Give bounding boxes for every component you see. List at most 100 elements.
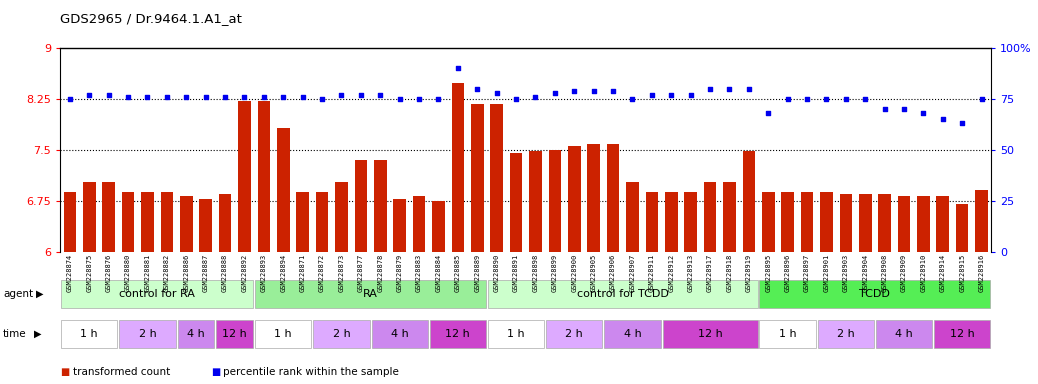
Text: 4 h: 4 h: [390, 329, 409, 339]
Point: [702, 86, 718, 92]
Text: 4 h: 4 h: [187, 329, 204, 339]
Point: [721, 86, 738, 92]
Bar: [588, 144, 600, 384]
Point: [449, 65, 466, 71]
Point: [760, 110, 776, 116]
Text: 2 h: 2 h: [837, 329, 854, 339]
Point: [682, 92, 699, 98]
Bar: [255, 320, 311, 348]
Point: [217, 94, 234, 100]
Bar: [141, 192, 154, 384]
Text: GDS2965 / Dr.9464.1.A1_at: GDS2965 / Dr.9464.1.A1_at: [60, 12, 242, 25]
Text: GSM228905: GSM228905: [591, 253, 597, 292]
Bar: [820, 192, 832, 384]
Text: GSM228909: GSM228909: [901, 253, 907, 292]
Point: [61, 96, 78, 102]
Text: GSM228895: GSM228895: [765, 253, 771, 292]
Text: GSM228901: GSM228901: [823, 253, 829, 292]
Bar: [452, 83, 464, 384]
Text: GSM228917: GSM228917: [707, 253, 713, 292]
Text: GSM228900: GSM228900: [571, 253, 577, 292]
Text: GSM228893: GSM228893: [261, 253, 267, 292]
Point: [313, 96, 330, 102]
Bar: [876, 320, 932, 348]
Bar: [61, 280, 253, 308]
Bar: [238, 101, 251, 384]
Bar: [742, 151, 755, 384]
Text: GSM228903: GSM228903: [843, 253, 849, 292]
Text: RA: RA: [363, 289, 378, 299]
Bar: [800, 192, 814, 384]
Point: [780, 96, 796, 102]
Text: GSM228886: GSM228886: [184, 253, 189, 292]
Point: [916, 110, 932, 116]
Bar: [255, 280, 486, 308]
Bar: [510, 153, 522, 384]
Point: [101, 92, 117, 98]
Text: GSM228907: GSM228907: [629, 253, 635, 292]
Text: GSM228899: GSM228899: [552, 253, 557, 292]
Bar: [762, 192, 774, 384]
Text: GSM228874: GSM228874: [66, 253, 73, 292]
Bar: [297, 192, 309, 384]
Point: [237, 94, 253, 100]
Point: [547, 90, 564, 96]
Bar: [180, 196, 193, 384]
Bar: [199, 199, 212, 384]
Bar: [488, 320, 544, 348]
Text: GSM228877: GSM228877: [358, 253, 364, 292]
Point: [838, 96, 854, 102]
Point: [566, 88, 582, 94]
Bar: [430, 320, 486, 348]
Text: GSM228896: GSM228896: [785, 253, 791, 292]
Bar: [413, 196, 426, 384]
Text: GSM228904: GSM228904: [863, 253, 868, 292]
Point: [934, 116, 951, 122]
Point: [857, 96, 874, 102]
Text: GSM228876: GSM228876: [106, 253, 112, 292]
Text: 4 h: 4 h: [895, 329, 912, 339]
Bar: [393, 199, 406, 384]
Text: GSM228871: GSM228871: [300, 253, 305, 292]
Bar: [432, 201, 444, 384]
Bar: [840, 194, 852, 384]
Text: 2 h: 2 h: [332, 329, 351, 339]
Point: [119, 94, 136, 100]
Text: GSM228889: GSM228889: [474, 253, 481, 292]
Bar: [488, 280, 758, 308]
Point: [295, 94, 311, 100]
Bar: [818, 320, 874, 348]
Point: [663, 92, 680, 98]
Text: GSM228882: GSM228882: [164, 253, 170, 292]
Bar: [219, 194, 231, 384]
Bar: [956, 204, 968, 384]
Bar: [760, 320, 816, 348]
Point: [876, 106, 893, 112]
Point: [644, 92, 660, 98]
Bar: [548, 150, 562, 384]
Bar: [626, 182, 638, 384]
Text: GSM228875: GSM228875: [86, 253, 92, 292]
Bar: [103, 182, 115, 384]
Text: GSM228910: GSM228910: [921, 253, 926, 292]
Bar: [662, 320, 758, 348]
Bar: [976, 190, 988, 384]
Bar: [61, 320, 117, 348]
Text: GSM228908: GSM228908: [881, 253, 887, 292]
Text: GSM228913: GSM228913: [687, 253, 693, 292]
Bar: [372, 320, 428, 348]
Point: [139, 94, 156, 100]
Point: [527, 94, 544, 100]
Bar: [858, 194, 872, 384]
Point: [275, 94, 292, 100]
Text: GSM228872: GSM228872: [319, 253, 325, 292]
Text: GSM228894: GSM228894: [280, 253, 286, 292]
Text: 12 h: 12 h: [445, 329, 470, 339]
Text: GSM228911: GSM228911: [649, 253, 655, 292]
Point: [81, 92, 98, 98]
Text: GSM228912: GSM228912: [668, 253, 675, 292]
Point: [469, 86, 486, 92]
Text: GSM228918: GSM228918: [727, 253, 733, 292]
Point: [954, 120, 971, 126]
Bar: [604, 320, 660, 348]
